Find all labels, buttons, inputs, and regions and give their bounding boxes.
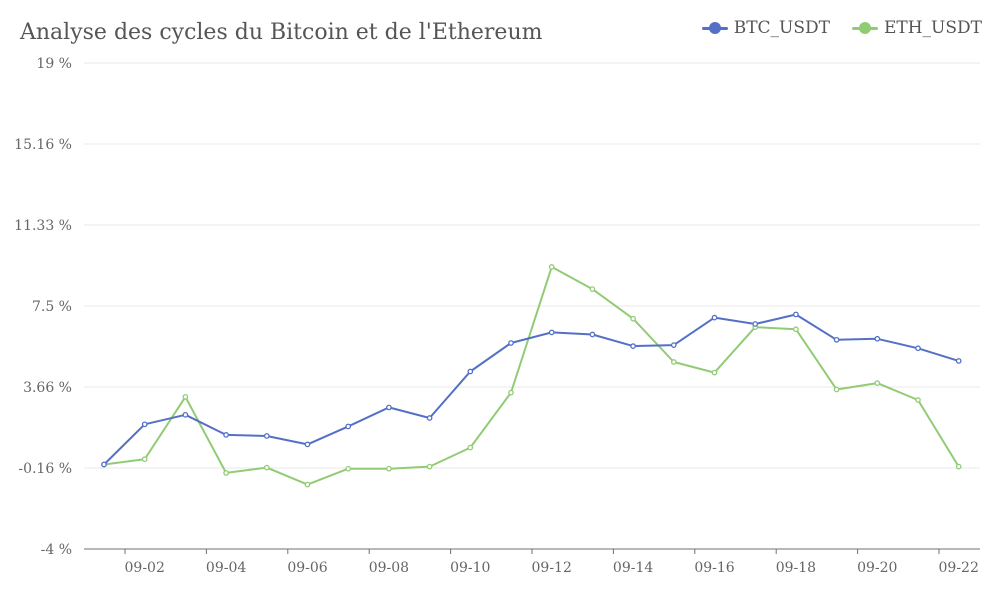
series-eth (101, 264, 962, 488)
x-axis-ticks (124, 549, 940, 554)
data-point-eth (589, 286, 596, 292)
x-tick-label: 09-12 (532, 560, 572, 576)
data-point-btc (793, 311, 799, 318)
x-tick-label: 09-20 (857, 560, 897, 576)
data-point-eth (508, 389, 514, 396)
data-point-eth (426, 463, 433, 470)
data-point-eth (263, 464, 270, 471)
x-axis-labels: 09-02 09-04 09-06 09-08 09-10 09-12 09-14 09-16… (125, 560, 979, 576)
data-point-btc (874, 335, 881, 342)
legend: BTC_USDT ETH_USDT (701, 18, 982, 38)
grid-lines (84, 62, 980, 469)
data-point-btc (955, 358, 962, 364)
y-tick-label: -0.16 % (18, 461, 72, 477)
legend-item-eth[interactable]: ETH_USDT (851, 18, 982, 38)
data-point-btc (752, 321, 759, 327)
x-tick-label: 09-16 (694, 560, 734, 576)
data-point-eth (141, 456, 148, 463)
data-point-btc (548, 329, 555, 336)
data-point-eth (833, 386, 840, 393)
data-point-btc (426, 415, 433, 421)
data-point-btc (345, 423, 352, 430)
x-tick-label: 09-04 (206, 560, 246, 576)
data-point-eth (711, 369, 718, 376)
x-tick-label: 09-10 (450, 560, 490, 576)
legend-label-eth: ETH_USDT (883, 18, 982, 38)
data-point-btc (508, 340, 514, 346)
y-tick-label: 11.33 % (14, 218, 72, 234)
y-tick-label: 19 % (36, 56, 72, 72)
data-point-btc (711, 314, 718, 321)
legend-swatch-eth (851, 22, 878, 34)
series-line-btc (103, 313, 960, 466)
x-tick-label: 09-08 (369, 560, 409, 576)
data-point-btc (101, 461, 107, 468)
chart-title: Analyse des cycles du Bitcoin et de l'Et… (20, 20, 543, 45)
data-point-btc (182, 411, 189, 418)
data-point-eth (304, 481, 311, 488)
data-point-eth (630, 315, 636, 322)
data-point-eth (386, 465, 392, 472)
data-point-btc (467, 368, 474, 375)
data-point-eth (874, 380, 881, 386)
series-btc (101, 311, 962, 468)
y-tick-label: 3.66 % (23, 380, 72, 396)
legend-item-btc[interactable]: BTC_USDT (701, 18, 830, 38)
data-point-eth (345, 465, 352, 472)
y-tick-label: -4 % (41, 542, 72, 558)
y-tick-label: 15.16 % (14, 137, 72, 153)
data-point-btc (630, 343, 636, 349)
x-tick-label: 09-06 (287, 560, 327, 576)
data-point-eth (223, 470, 229, 476)
x-tick-label: 09-18 (776, 560, 816, 576)
data-point-btc (833, 336, 840, 343)
data-point-eth (467, 444, 474, 451)
y-axis-labels: -4 % -0.16 % 3.66 % 7.5 % 11.33 % 15.16 % 19 % (14, 56, 72, 558)
y-tick-label: 7.5 % (32, 299, 72, 315)
data-point-btc (223, 432, 229, 438)
data-point-eth (182, 394, 189, 400)
data-point-eth (548, 264, 555, 270)
x-tick-label: 09-14 (613, 560, 653, 576)
data-point-eth (793, 326, 799, 333)
data-point-eth (955, 463, 962, 470)
data-point-btc (670, 342, 677, 348)
data-point-eth (670, 359, 677, 365)
x-tick-label: 09-22 (939, 560, 979, 576)
data-point-btc (304, 441, 311, 448)
series-line-eth (103, 265, 960, 486)
x-tick-label: 09-02 (125, 560, 165, 576)
legend-label-btc: BTC_USDT (733, 18, 830, 38)
data-point-btc (263, 433, 270, 439)
data-point-btc (589, 331, 596, 338)
data-point-eth (915, 397, 921, 403)
legend-swatch-btc (701, 22, 728, 34)
data-point-btc (386, 404, 392, 411)
data-point-btc (915, 345, 921, 352)
data-point-btc (141, 421, 148, 428)
